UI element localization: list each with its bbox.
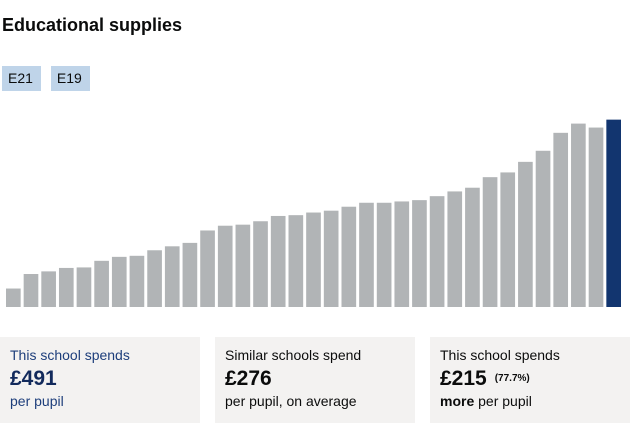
bar[interactable]: [482, 177, 498, 307]
bar[interactable]: [341, 206, 357, 307]
bar[interactable]: [518, 161, 533, 307]
chart-title: Educational supplies: [2, 15, 183, 35]
bar[interactable]: [200, 230, 215, 307]
bar[interactable]: [359, 202, 374, 307]
bar[interactable]: [553, 132, 569, 307]
tag-e21[interactable]: E21: [2, 66, 41, 91]
difference-amount: £215: [440, 367, 487, 390]
bar[interactable]: [500, 172, 516, 307]
bar[interactable]: [217, 225, 233, 307]
bar[interactable]: [571, 123, 586, 307]
bar-this-school[interactable]: [606, 119, 621, 307]
bar-chart: [6, 119, 621, 308]
difference-amount-row: £215 (77.7%): [440, 366, 620, 392]
difference-percent: (77.7%): [494, 373, 530, 385]
similar-schools-sub: per pupil, on average: [225, 393, 357, 409]
comparison-cards: This school spends £491 per pupil Simila…: [0, 337, 630, 423]
bar[interactable]: [76, 267, 92, 307]
bar[interactable]: [6, 288, 21, 307]
bar[interactable]: [164, 246, 180, 307]
bar[interactable]: [147, 250, 162, 307]
bar[interactable]: [41, 271, 56, 308]
bar[interactable]: [412, 200, 427, 308]
bar[interactable]: [129, 255, 145, 307]
difference-label: This school spends: [440, 347, 560, 363]
this-school-label: This school spends: [10, 347, 130, 363]
bar[interactable]: [323, 210, 339, 307]
bar[interactable]: [253, 221, 268, 307]
bar[interactable]: [429, 196, 445, 307]
bar[interactable]: [111, 256, 127, 307]
this-school-sub: per pupil: [10, 393, 64, 409]
this-school-amount: £491: [10, 367, 57, 390]
bar[interactable]: [306, 212, 321, 307]
difference-card: This school spends £215 (77.7%) more per …: [430, 337, 630, 423]
difference-sub-row: more per pupil: [440, 393, 620, 410]
bar[interactable]: [588, 127, 604, 307]
similar-schools-card: Similar schools spend £276 per pupil, on…: [215, 337, 415, 423]
tag-list: E21 E19: [2, 66, 90, 91]
bar[interactable]: [23, 274, 39, 307]
bar[interactable]: [58, 267, 74, 307]
bar[interactable]: [394, 201, 410, 307]
similar-schools-label: Similar schools spend: [225, 347, 362, 363]
bar[interactable]: [288, 215, 304, 307]
bar[interactable]: [94, 260, 109, 307]
this-school-card: This school spends £491 per pupil: [0, 337, 200, 423]
bar[interactable]: [447, 191, 463, 307]
bar[interactable]: [182, 242, 198, 308]
tag-e19[interactable]: E19: [50, 66, 90, 91]
bar[interactable]: [535, 150, 551, 307]
bar[interactable]: [376, 202, 392, 307]
bar[interactable]: [465, 187, 480, 307]
bar[interactable]: [235, 224, 251, 307]
bar[interactable]: [270, 215, 286, 307]
similar-schools-amount: £276: [225, 367, 272, 390]
difference-more: more: [440, 393, 475, 410]
difference-sub: per pupil: [478, 393, 532, 410]
